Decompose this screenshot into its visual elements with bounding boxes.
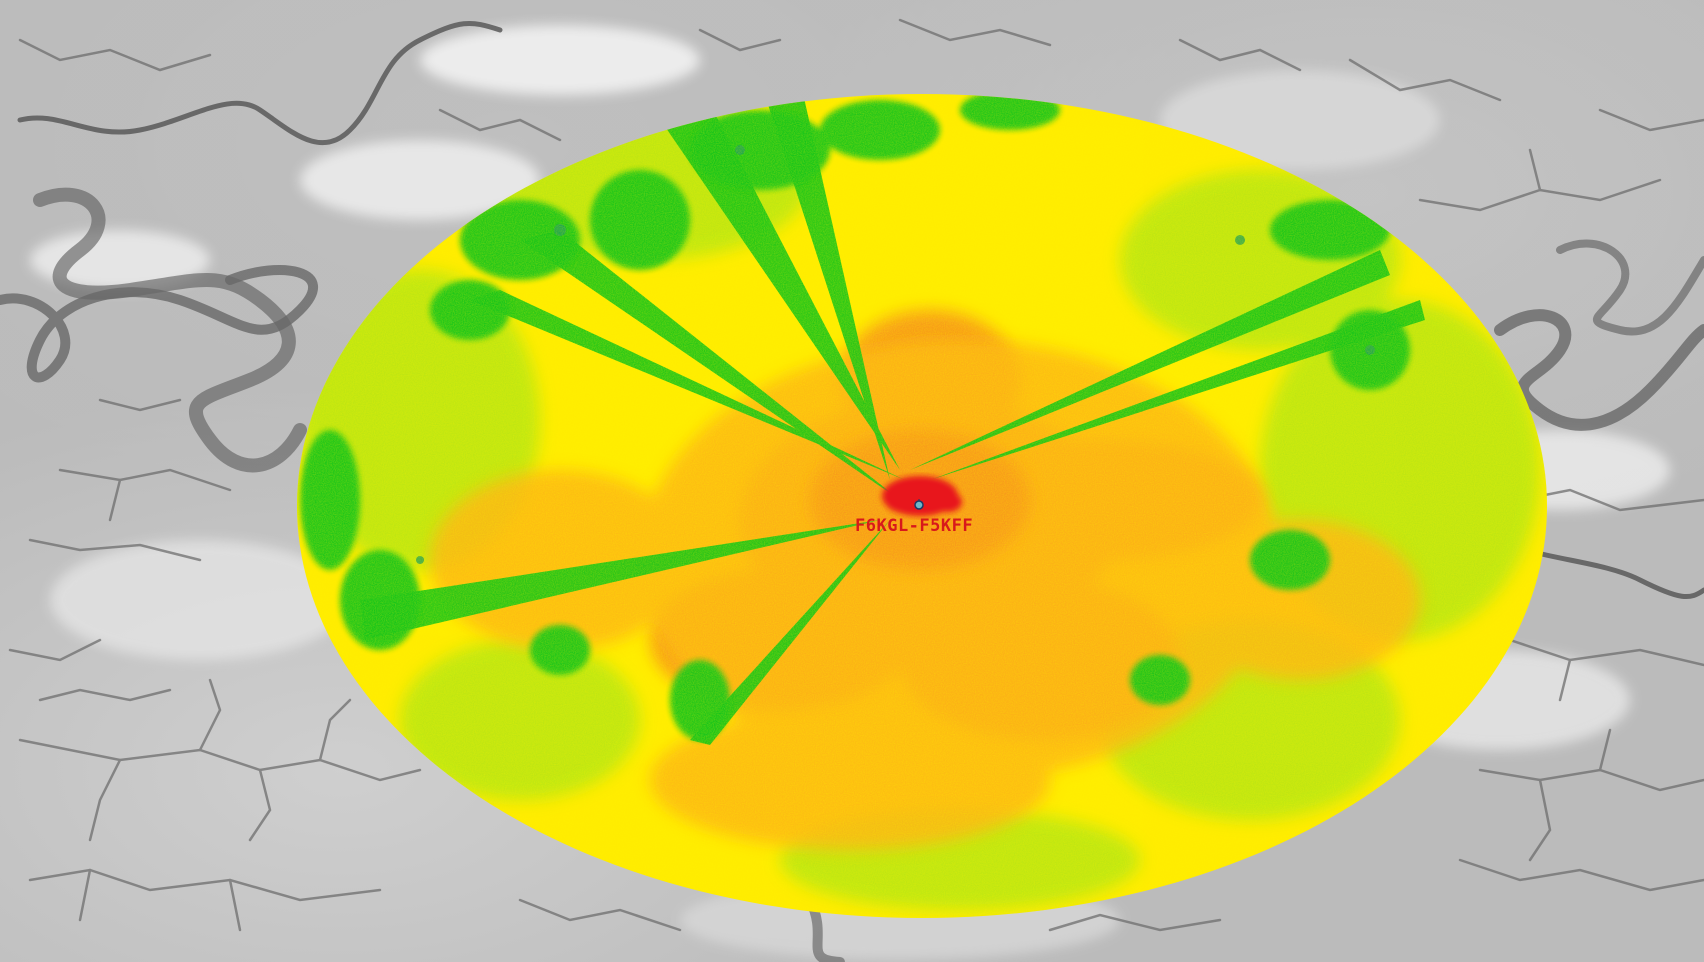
antenna-icon[interactable] [912, 498, 926, 512]
station-label: F6KGL-F5KFF [855, 516, 974, 536]
